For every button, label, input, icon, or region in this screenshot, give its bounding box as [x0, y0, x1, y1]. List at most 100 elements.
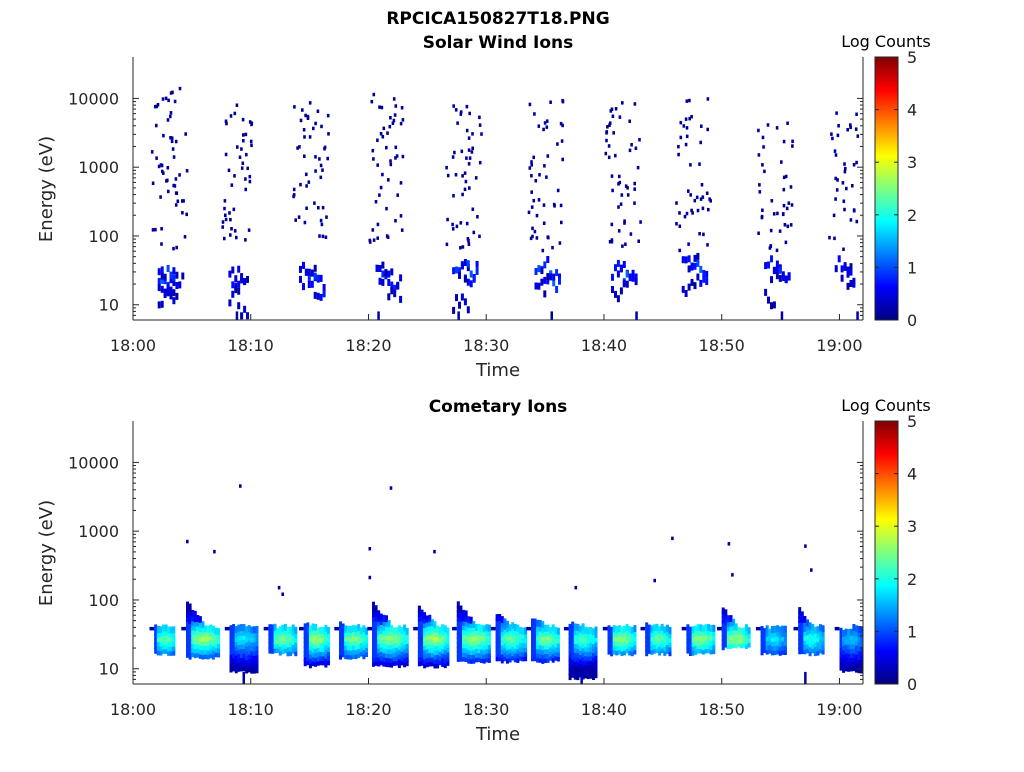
data-cell: [615, 639, 619, 647]
data-cell: [417, 641, 421, 649]
data-cell: [452, 626, 457, 631]
data-cell: [425, 633, 429, 641]
colorbar-tick-label: 4: [907, 465, 917, 484]
data-cell: [462, 645, 465, 653]
data-cell: [289, 631, 293, 639]
data-cell: [306, 626, 310, 634]
data-cell: [397, 652, 401, 660]
data-cell: [658, 648, 662, 656]
data-cell: [327, 653, 330, 661]
data-cell: [385, 660, 388, 667]
data-cell: [724, 631, 728, 639]
data-cell: [401, 118, 405, 122]
x-tick-label: 18:20: [345, 700, 391, 719]
data-cell: [610, 649, 614, 657]
data-cell: [234, 666, 238, 674]
data-cell: [800, 615, 804, 623]
data-cell: [655, 632, 659, 640]
data-cell: [783, 634, 787, 642]
data-cell: [584, 626, 588, 634]
y-axis-label: Energy (eV): [36, 500, 57, 606]
data-cell: [844, 646, 848, 654]
data-cell: [307, 274, 311, 282]
data-cell: [198, 647, 202, 655]
data-cell: [663, 635, 667, 643]
data-cell: [459, 614, 463, 622]
data-cell: [663, 648, 667, 656]
data-cell: [382, 126, 386, 131]
data-cell: [607, 638, 611, 646]
data-cell: [480, 651, 484, 659]
data-cell: [561, 98, 564, 103]
data-cell: [283, 623, 287, 631]
data-cell: [845, 186, 848, 191]
data-cell: [211, 639, 215, 647]
data-cell: [541, 647, 545, 655]
data-cell: [255, 639, 259, 647]
data-cell: [321, 654, 325, 661]
data-cell: [652, 633, 656, 641]
data-cell: [849, 664, 853, 672]
data-cell: [339, 634, 342, 642]
data-cell: [842, 199, 846, 203]
data-cell: [433, 648, 437, 656]
data-cell: [592, 646, 595, 654]
data-cell: [303, 627, 307, 635]
data-cell: [306, 658, 310, 666]
data-cell: [633, 647, 637, 655]
data-cell: [379, 649, 383, 657]
data-cell: [498, 618, 502, 626]
data-cell: [397, 629, 401, 637]
data-cell: [430, 628, 434, 636]
data-cell: [498, 636, 502, 644]
data-cell: [243, 305, 247, 313]
data-cell: [250, 662, 254, 670]
data-cell: [536, 628, 540, 636]
data-cell: [589, 644, 593, 652]
data-cell: [589, 640, 593, 648]
data-cell: [201, 643, 205, 651]
data-cell: [201, 639, 205, 647]
data-cell: [628, 630, 632, 638]
data-cell: [191, 650, 195, 658]
data-cell: [245, 639, 249, 647]
data-cell: [737, 635, 741, 643]
data-cell: [276, 632, 280, 640]
data-cell: [443, 634, 447, 642]
data-cell: [380, 105, 384, 110]
data-cell: [506, 652, 509, 660]
data-cell: [346, 643, 350, 651]
data-cell: [530, 174, 533, 178]
data-cell: [761, 163, 764, 167]
data-cell: [306, 635, 310, 643]
data-cell: [420, 649, 424, 657]
data-cell: [516, 642, 520, 650]
data-cell: [696, 637, 700, 645]
data-cell: [354, 634, 358, 642]
data-cell: [362, 629, 366, 637]
data-cell: [698, 232, 701, 236]
data-cell: [729, 641, 733, 649]
data-cell: [294, 649, 298, 657]
data-cell: [768, 637, 772, 645]
data-cell: [500, 629, 504, 637]
data-cell: [397, 643, 401, 651]
data-cell: [154, 642, 158, 650]
data-cell: [586, 672, 590, 680]
data-cell: [513, 628, 517, 636]
data-cell: [314, 659, 318, 667]
data-cell: [668, 649, 672, 657]
data-cell: [551, 628, 555, 636]
data-cell: [621, 101, 624, 105]
data-cell: [281, 633, 285, 641]
colorbar-tick-label: 5: [907, 48, 917, 67]
data-cell: [303, 659, 307, 667]
data-cell: [852, 163, 856, 167]
data-cell: [458, 267, 461, 275]
data-cell: [538, 646, 542, 654]
data-cell: [465, 221, 469, 226]
data-cell: [623, 630, 626, 638]
data-cell: [503, 622, 507, 630]
data-cell: [568, 623, 572, 631]
